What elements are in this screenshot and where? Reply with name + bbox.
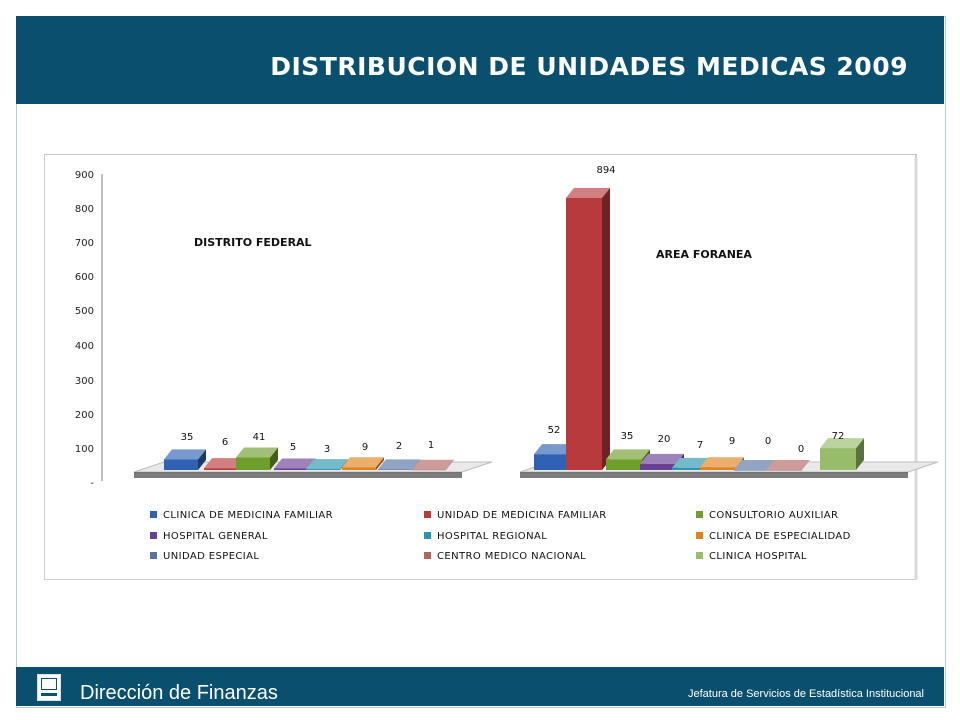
y-tick-label: - (90, 478, 94, 489)
bar (342, 467, 376, 470)
data-label: 1 (428, 440, 434, 451)
y-tick-label: 500 (75, 306, 94, 317)
bar-top (164, 449, 206, 460)
data-label: 35 (621, 431, 634, 442)
bar-top (606, 449, 650, 460)
bar (672, 467, 708, 470)
y-tick-label: 600 (75, 272, 94, 283)
bar (734, 470, 770, 471)
bar-top (820, 438, 864, 449)
data-label: 2 (396, 441, 402, 452)
bar-top (734, 460, 778, 470)
bar-top (274, 458, 316, 469)
legend-label: HOSPITAL REGIONAL (437, 531, 547, 542)
bar-side (376, 457, 384, 470)
legend-label: CLINICA DE ESPECIALIDAD (709, 531, 851, 542)
bar-side (270, 447, 278, 470)
group-label: AREA FORANEA (656, 248, 752, 261)
legend-label: HOSPITAL GENERAL (163, 531, 268, 542)
legend-label: CONSULTORIO AUXILIAR (709, 510, 838, 521)
data-label: 0 (765, 436, 771, 447)
bar-side (446, 459, 454, 470)
group-label: DISTRITO FEDERAL (194, 236, 312, 249)
bar (274, 468, 308, 470)
bar-top (342, 457, 384, 468)
bar-top (700, 457, 744, 468)
bar-top (412, 459, 454, 470)
data-label: 5 (290, 442, 296, 453)
data-label: 52 (548, 425, 561, 436)
bar-top (766, 460, 810, 470)
data-label: 9 (729, 436, 735, 447)
slide-title: DISTRIBUCION DE UNIDADES MEDICAS 2009 (270, 52, 908, 81)
bar-top (236, 447, 278, 458)
y-tick-label: 400 (75, 341, 94, 352)
data-label: 6 (222, 437, 228, 448)
legend-label: CENTRO MEDICO NACIONAL (437, 551, 586, 562)
footer-title: Dirección de Finanzas (80, 682, 278, 704)
data-label: 894 (596, 165, 615, 176)
bar-top (640, 453, 684, 464)
bar-top (378, 459, 420, 470)
bar-chart: 900 800 700 600 500 400 300 200 100-35 6 41 5 3 9 2 1 52… (44, 154, 960, 580)
legend-swatch (424, 552, 431, 559)
data-label: 41 (253, 432, 266, 443)
data-label: 20 (658, 434, 671, 445)
legend-swatch (696, 532, 703, 539)
data-label: 7 (697, 440, 703, 451)
bar (164, 459, 198, 470)
bar-top (306, 459, 348, 470)
legend-label: CLINICA DE MEDICINA FAMILIAR (163, 510, 333, 521)
bar-side (198, 449, 206, 470)
bar (236, 457, 270, 470)
legend-swatch (424, 511, 431, 518)
legend-swatch (696, 511, 703, 518)
legend-label: UNIDAD DE MEDICINA FAMILIAR (437, 510, 607, 521)
bar-top (566, 187, 610, 198)
bar (606, 459, 642, 470)
bar (820, 448, 856, 470)
bar (640, 463, 676, 470)
y-tick-label: 200 (75, 410, 94, 421)
y-tick-label: 700 (75, 238, 94, 249)
issste-logo-icon (37, 674, 61, 701)
bar (534, 454, 570, 470)
bar (700, 467, 736, 470)
legend-swatch (424, 532, 431, 539)
floor-edge-group-2 (520, 472, 908, 478)
floor-edge-group-1 (134, 472, 462, 478)
legend-swatch (150, 532, 157, 539)
bar-side (856, 438, 864, 470)
bar (306, 469, 340, 470)
chart-border (44, 154, 917, 580)
bar (412, 469, 446, 471)
bar-side (602, 187, 610, 470)
y-tick-label: 900 (75, 170, 94, 181)
data-label: 0 (798, 444, 804, 455)
data-label: 72 (832, 431, 845, 442)
bar-top (204, 458, 246, 469)
footer-subtitle: Jefatura de Servicios de Estadística Ins… (687, 688, 924, 700)
legend-swatch (150, 552, 157, 559)
y-tick-label: 100 (75, 444, 94, 455)
legend-swatch (696, 552, 703, 559)
bar (566, 197, 602, 470)
bar (766, 470, 802, 471)
y-tick-label: 800 (75, 204, 94, 215)
data-label: 9 (362, 442, 368, 453)
slide-footer: Dirección de Finanzas Jefatura de Servic… (16, 667, 944, 706)
y-tick-label: 300 (75, 376, 94, 387)
legend-label: UNIDAD ESPECIAL (163, 551, 259, 562)
bar (204, 468, 238, 470)
data-label: 35 (181, 432, 194, 443)
data-label: 3 (324, 444, 330, 455)
slide-header: DISTRIBUCION DE UNIDADES MEDICAS 2009 (16, 16, 944, 104)
bar (378, 469, 412, 470)
legend-label: CLINICA HOSPITAL (709, 551, 807, 562)
legend-swatch (150, 511, 157, 518)
